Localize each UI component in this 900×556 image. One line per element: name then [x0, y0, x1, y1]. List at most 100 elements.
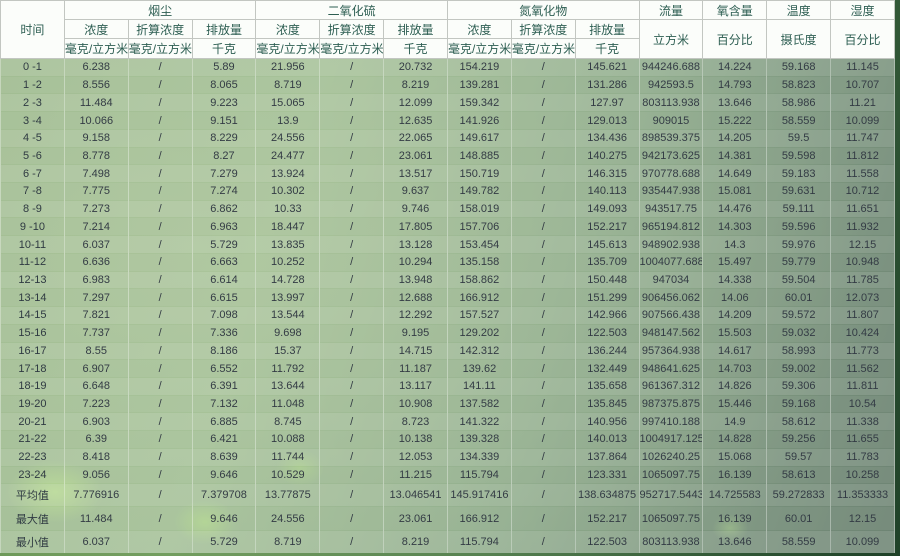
no-data-cell: /: [127, 164, 193, 183]
value-cell: 127.97: [574, 93, 640, 112]
value-cell: 142.966: [574, 306, 640, 325]
value-cell: 166.912: [446, 506, 512, 531]
value-cell: 6.983: [63, 270, 129, 289]
time-cell: 14-15: [0, 306, 65, 325]
value-cell: 12.099: [383, 93, 448, 112]
value-cell: 150.719: [446, 164, 512, 183]
value-cell: 138.634875: [574, 483, 640, 507]
col-header-humidity: 湿度: [830, 0, 895, 20]
col-header-flow: 流量: [638, 0, 704, 20]
value-cell: 7.775: [63, 182, 129, 201]
no-data-cell: /: [127, 529, 193, 553]
value-cell: 140.275: [574, 146, 640, 165]
value-cell: 15.503: [702, 323, 768, 342]
value-cell: 145.917416: [446, 483, 512, 507]
table-row: 12-13 6.983/6.614 14.728/13.948 158.862/150…: [0, 270, 895, 289]
no-data-cell: /: [127, 270, 193, 289]
unit-dust-converted: 毫克/立方米: [127, 38, 193, 59]
value-cell: 13.046541: [383, 483, 448, 507]
col-header-time: 时间: [0, 0, 65, 59]
value-cell: 8.556: [63, 75, 129, 94]
value-cell: 8.639: [191, 447, 257, 467]
subheader-nox-converted: 折算浓度: [510, 19, 576, 39]
value-cell: 11.651: [830, 199, 895, 218]
value-cell: 5.729: [191, 235, 257, 254]
value-cell: 6.238: [63, 58, 129, 77]
time-cell: 1 -2: [0, 75, 65, 94]
value-cell: 135.158: [446, 252, 512, 272]
value-cell: 159.342: [446, 93, 512, 112]
value-cell: 9.746: [383, 199, 448, 218]
value-cell: 15.065: [255, 93, 321, 112]
no-data-cell: /: [319, 58, 385, 77]
value-cell: 149.093: [574, 199, 640, 218]
no-data-cell: /: [510, 164, 576, 183]
value-cell: 15.446: [702, 394, 768, 413]
value-cell: 11.655: [830, 430, 895, 449]
value-cell: 6.615: [191, 288, 257, 307]
value-cell: 961367.312: [638, 376, 704, 396]
value-cell: 6.862: [191, 199, 257, 218]
value-cell: 13.997: [255, 288, 321, 307]
value-cell: 14.703: [702, 359, 768, 378]
no-data-cell: /: [319, 93, 385, 112]
value-cell: 8.229: [191, 128, 257, 148]
value-cell: 6.663: [191, 252, 257, 272]
no-data-cell: /: [127, 288, 193, 307]
unit-flow: 立方米: [638, 19, 704, 59]
value-cell: 10.099: [830, 529, 895, 553]
no-data-cell: /: [510, 75, 576, 94]
time-cell: 9 -10: [0, 217, 65, 236]
value-cell: 987375.875: [638, 394, 704, 413]
time-cell: 4 -5: [0, 128, 65, 148]
subheader-dust-concentration: 浓度: [63, 19, 129, 39]
value-cell: 140.013: [574, 430, 640, 449]
no-data-cell: /: [127, 465, 193, 484]
value-cell: 10.712: [830, 182, 895, 201]
unit-dust-emission: 千克: [191, 38, 257, 59]
table-row: 5 -6 8.778/8.27 24.477/23.061 148.885/140.2…: [0, 146, 895, 165]
table-row: 22-23 8.418/8.639 11.744/12.053 134.339/137…: [0, 447, 895, 467]
value-cell: 59.631: [766, 182, 832, 201]
value-cell: 60.01: [766, 288, 832, 307]
value-cell: 16.139: [702, 465, 768, 484]
value-cell: 942173.625: [638, 146, 704, 165]
no-data-cell: /: [127, 412, 193, 431]
no-data-cell: /: [319, 128, 385, 148]
no-data-cell: /: [319, 252, 385, 272]
no-data-cell: /: [510, 465, 576, 484]
table-row: 15-16 7.737/7.336 9.698/9.195 129.202/122.5…: [0, 323, 895, 342]
no-data-cell: /: [510, 506, 576, 531]
value-cell: 58.823: [766, 75, 832, 94]
no-data-cell: /: [319, 394, 385, 413]
no-data-cell: /: [510, 288, 576, 307]
value-cell: 13.517: [383, 164, 448, 183]
no-data-cell: /: [319, 75, 385, 94]
table-header: 时间 烟尘 二氧化硫 氮氧化物 流量 氧含量 温度 湿度 浓度 折算浓度 排放量…: [0, 0, 895, 59]
value-cell: 9.698: [255, 323, 321, 342]
table-row: 18-19 6.648/6.391 13.644/13.117 141.11/135.…: [0, 376, 895, 396]
value-cell: 158.862: [446, 270, 512, 289]
no-data-cell: /: [510, 412, 576, 431]
no-data-cell: /: [319, 447, 385, 467]
value-cell: 13.835: [255, 235, 321, 254]
group-header-so2: 二氧化硫: [255, 0, 448, 20]
value-cell: 24.556: [255, 506, 321, 531]
value-cell: 157.527: [446, 306, 512, 325]
unit-dust-concentration: 毫克/立方米: [63, 38, 129, 59]
value-cell: 135.658: [574, 376, 640, 396]
value-cell: 7.737: [63, 323, 129, 342]
value-cell: 135.709: [574, 252, 640, 272]
table-row: 19-20 7.223/7.132 11.048/10.908 137.582/135…: [0, 394, 895, 413]
value-cell: 136.244: [574, 341, 640, 360]
no-data-cell: /: [127, 146, 193, 165]
value-cell: 59.002: [766, 359, 832, 378]
unit-so2-concentration: 毫克/立方米: [255, 38, 321, 59]
value-cell: 141.11: [446, 376, 512, 396]
value-cell: 59.57: [766, 447, 832, 467]
no-data-cell: /: [510, 430, 576, 449]
unit-nox-emission: 千克: [574, 38, 640, 59]
value-cell: 7.132: [191, 394, 257, 413]
